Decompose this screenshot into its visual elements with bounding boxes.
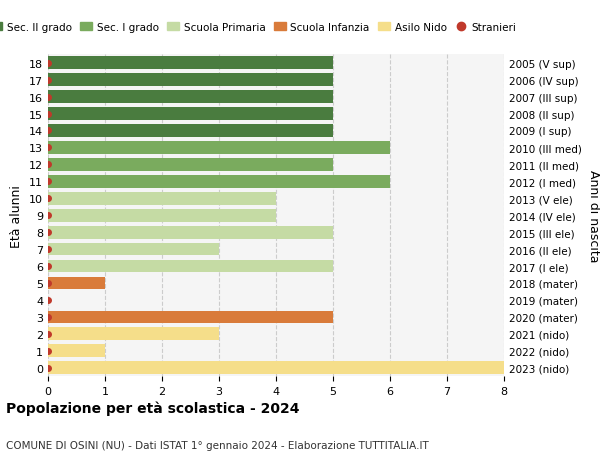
Y-axis label: Età alunni: Età alunni (10, 185, 23, 247)
Y-axis label: Anni di nascita: Anni di nascita (587, 169, 600, 262)
Bar (48, 243, 219, 256)
Bar (48, 91, 333, 104)
Bar (48, 192, 276, 205)
Bar (48, 260, 333, 273)
Bar (48, 57, 333, 70)
Bar (48, 209, 276, 222)
Bar (48, 277, 105, 290)
Text: Popolazione per età scolastica - 2024: Popolazione per età scolastica - 2024 (6, 401, 299, 415)
Bar (48, 142, 390, 154)
Legend: Sec. II grado, Sec. I grado, Scuola Primaria, Scuola Infanzia, Asilo Nido, Stran: Sec. II grado, Sec. I grado, Scuola Prim… (0, 18, 521, 37)
Text: COMUNE DI OSINI (NU) - Dati ISTAT 1° gennaio 2024 - Elaborazione TUTTITALIA.IT: COMUNE DI OSINI (NU) - Dati ISTAT 1° gen… (6, 440, 429, 450)
Bar (48, 74, 333, 87)
Bar (48, 159, 333, 171)
Bar (48, 362, 504, 374)
Bar (48, 175, 390, 188)
Bar (48, 125, 333, 138)
Bar (48, 328, 219, 341)
Bar (48, 345, 105, 358)
Bar (48, 226, 333, 239)
Bar (48, 311, 333, 324)
Bar (48, 108, 333, 121)
